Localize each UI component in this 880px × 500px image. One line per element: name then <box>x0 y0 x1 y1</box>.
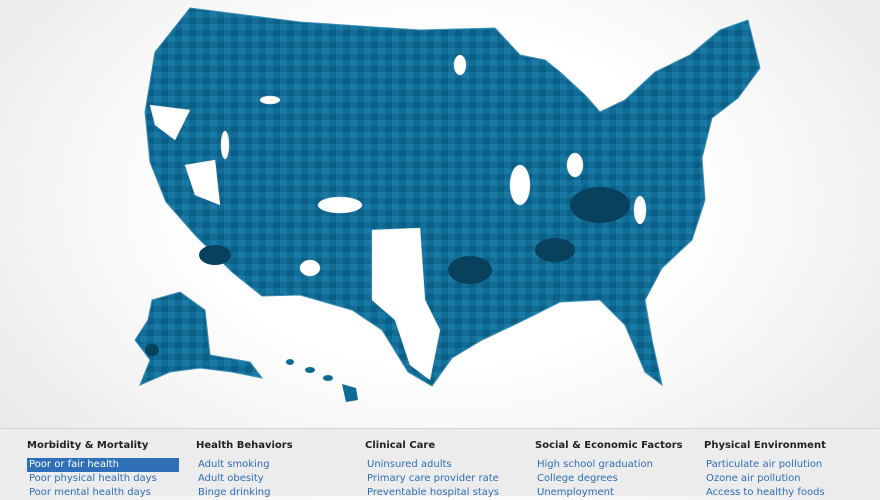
column-heading: Social & Economic Factors <box>535 440 683 451</box>
menu-item[interactable]: Poor physical health days <box>29 473 157 484</box>
menu-item[interactable]: Particulate air pollution <box>706 459 823 470</box>
column-heading: Physical Environment <box>704 440 826 451</box>
indicator-menu: Morbidity & Mortality Poor or fair health… <box>0 428 880 498</box>
alaska <box>134 291 264 386</box>
menu-column: Social & Economic Factors High school gra… <box>535 439 687 500</box>
menu-item[interactable]: Poor or fair health <box>27 458 179 472</box>
menu-item[interactable]: Adult smoking <box>198 459 270 470</box>
menu-item[interactable]: Uninsured adults <box>367 459 452 470</box>
menu-column: Physical Environment Particulate air poll… <box>704 439 856 500</box>
menu-column: Morbidity & Mortality Poor or fair health… <box>27 439 179 500</box>
menu-item[interactable]: College degrees <box>537 473 618 484</box>
contiguous-us <box>144 7 761 387</box>
menu-column: Clinical Care Uninsured adults Primary car… <box>365 439 517 500</box>
menu-item[interactable]: High school graduation <box>537 459 653 470</box>
dark-counties <box>199 187 630 284</box>
menu-item[interactable]: Poor mental health days <box>29 487 151 498</box>
menu-item[interactable]: Ozone air pollution <box>706 473 801 484</box>
column-heading: Health Behaviors <box>196 440 293 451</box>
menu-item[interactable]: Binge drinking <box>198 487 271 498</box>
column-heading: Clinical Care <box>365 440 436 451</box>
menu-item[interactable]: Primary care provider rate <box>367 473 499 484</box>
menu-item[interactable]: Unemployment <box>537 487 614 498</box>
hawaii <box>286 359 358 402</box>
menu-item[interactable]: Access to healthy foods <box>706 487 825 498</box>
menu-item[interactable]: Adult obesity <box>198 473 264 484</box>
column-heading: Morbidity & Mortality <box>27 440 149 451</box>
alaska-dark <box>145 344 159 356</box>
menu-column: Health Behaviors Adult smoking Adult obesi… <box>196 439 348 500</box>
menu-item[interactable]: Preventable hospital stays <box>367 487 499 498</box>
choropleth-map <box>134 7 761 402</box>
no-data-counties <box>149 54 647 381</box>
